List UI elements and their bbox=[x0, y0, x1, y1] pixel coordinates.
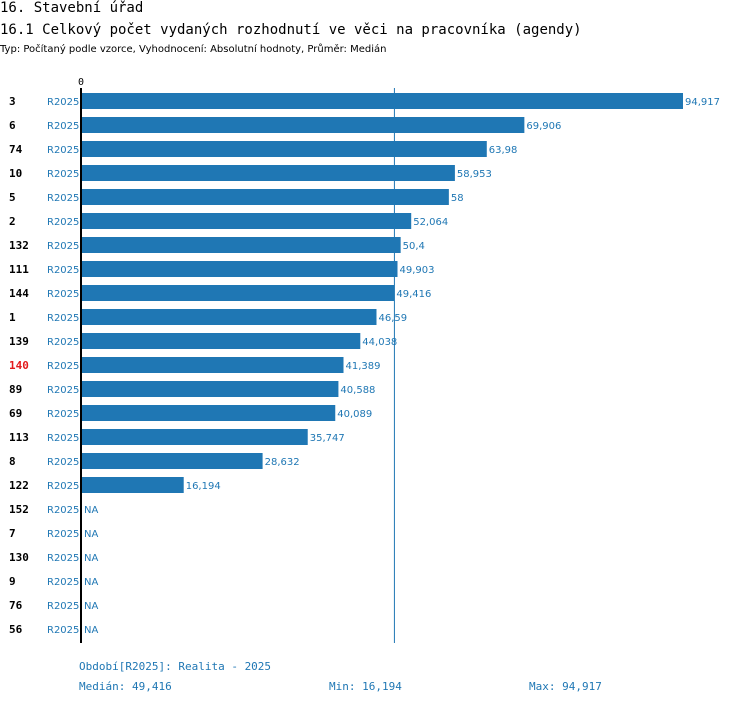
category-label: 1 bbox=[9, 311, 16, 324]
category-label: 8 bbox=[9, 455, 16, 468]
bar bbox=[81, 141, 487, 157]
series-label: R2025 bbox=[47, 121, 79, 132]
series-label: R2025 bbox=[47, 241, 79, 252]
bar bbox=[81, 453, 263, 469]
bar bbox=[81, 237, 401, 253]
bar bbox=[81, 189, 449, 205]
bar bbox=[81, 429, 308, 445]
category-label: 74 bbox=[9, 143, 23, 156]
series-label: R2025 bbox=[47, 577, 79, 588]
category-label: 130 bbox=[9, 551, 29, 564]
series-label: R2025 bbox=[47, 409, 79, 420]
series-label: R2025 bbox=[47, 529, 79, 540]
series-label: R2025 bbox=[47, 193, 79, 204]
value-label: NA bbox=[84, 553, 98, 564]
value-label: NA bbox=[84, 577, 98, 588]
category-label: 56 bbox=[9, 623, 23, 636]
value-label: 69,906 bbox=[526, 121, 561, 132]
value-label: 46,59 bbox=[378, 313, 407, 324]
footer-min: Min: 16,194 bbox=[329, 680, 402, 693]
category-label: 139 bbox=[9, 335, 29, 348]
category-label: 69 bbox=[9, 407, 22, 420]
series-label: R2025 bbox=[47, 97, 79, 108]
category-label: 7 bbox=[9, 527, 16, 540]
value-label: 40,588 bbox=[340, 385, 375, 396]
value-label: 40,089 bbox=[337, 409, 372, 420]
category-label: 5 bbox=[9, 191, 16, 204]
value-label: NA bbox=[84, 529, 98, 540]
series-label: R2025 bbox=[47, 385, 79, 396]
value-label: NA bbox=[84, 625, 98, 636]
category-label: 76 bbox=[9, 599, 23, 612]
value-label: NA bbox=[84, 601, 98, 612]
bar bbox=[81, 165, 455, 181]
category-label: 6 bbox=[9, 119, 16, 132]
category-label: 132 bbox=[9, 239, 29, 252]
value-label: 16,194 bbox=[186, 481, 221, 492]
series-label: R2025 bbox=[47, 481, 79, 492]
value-label: 63,98 bbox=[489, 145, 518, 156]
bar bbox=[81, 357, 344, 373]
value-label: NA bbox=[84, 505, 98, 516]
bar bbox=[81, 285, 395, 301]
value-label: 44,038 bbox=[362, 337, 397, 348]
category-label: 152 bbox=[9, 503, 29, 516]
chart-type-line: Typ: Počítaný podle vzorce, Vyhodnocení:… bbox=[0, 44, 387, 55]
series-label: R2025 bbox=[47, 145, 79, 156]
chart-subtitle: 16.1 Celkový počet vydaných rozhodnutí v… bbox=[0, 22, 582, 38]
category-label: 10 bbox=[9, 167, 22, 180]
value-label: 41,389 bbox=[346, 361, 381, 372]
value-label: 52,064 bbox=[413, 217, 448, 228]
series-label: R2025 bbox=[47, 169, 79, 180]
category-label: 122 bbox=[9, 479, 29, 492]
series-label: R2025 bbox=[47, 553, 79, 564]
footer-max: Max: 94,917 bbox=[529, 680, 602, 693]
bar bbox=[81, 333, 361, 349]
category-label: 113 bbox=[9, 431, 29, 444]
series-label: R2025 bbox=[47, 433, 79, 444]
series-label: R2025 bbox=[47, 265, 79, 276]
bar bbox=[81, 405, 336, 421]
bar bbox=[81, 117, 525, 133]
bar bbox=[81, 477, 184, 493]
series-label: R2025 bbox=[47, 625, 79, 636]
category-label: 111 bbox=[9, 263, 29, 276]
series-label: R2025 bbox=[47, 457, 79, 468]
series-label: R2025 bbox=[47, 337, 79, 348]
value-label: 28,632 bbox=[265, 457, 300, 468]
category-label: 2 bbox=[9, 215, 16, 228]
bar bbox=[81, 261, 398, 277]
series-label: R2025 bbox=[47, 289, 79, 300]
bar bbox=[81, 93, 683, 109]
bar bbox=[81, 309, 377, 325]
value-label: 58,953 bbox=[457, 169, 492, 180]
value-label: 50,4 bbox=[403, 241, 425, 252]
category-label: 144 bbox=[9, 287, 29, 300]
category-label: 140 bbox=[9, 359, 29, 372]
category-label: 3 bbox=[9, 95, 16, 108]
page-title: 16. Stavební úřad bbox=[0, 0, 144, 16]
value-label: 94,917 bbox=[685, 97, 720, 108]
value-label: 49,903 bbox=[400, 265, 435, 276]
footer-period: Období[R2025]: Realita - 2025 bbox=[79, 660, 272, 673]
category-label: 89 bbox=[9, 383, 22, 396]
category-label: 9 bbox=[9, 575, 16, 588]
bar bbox=[81, 381, 339, 397]
value-label: 58 bbox=[451, 193, 464, 204]
series-label: R2025 bbox=[47, 505, 79, 516]
series-label: R2025 bbox=[47, 313, 79, 324]
value-label: 35,747 bbox=[310, 433, 345, 444]
value-label: 49,416 bbox=[396, 289, 431, 300]
series-label: R2025 bbox=[47, 361, 79, 372]
series-label: R2025 bbox=[47, 217, 79, 228]
bar bbox=[81, 213, 412, 229]
axis-zero-label: 0 bbox=[78, 77, 84, 88]
footer-median: Medián: 49,416 bbox=[79, 680, 172, 693]
series-label: R2025 bbox=[47, 601, 79, 612]
